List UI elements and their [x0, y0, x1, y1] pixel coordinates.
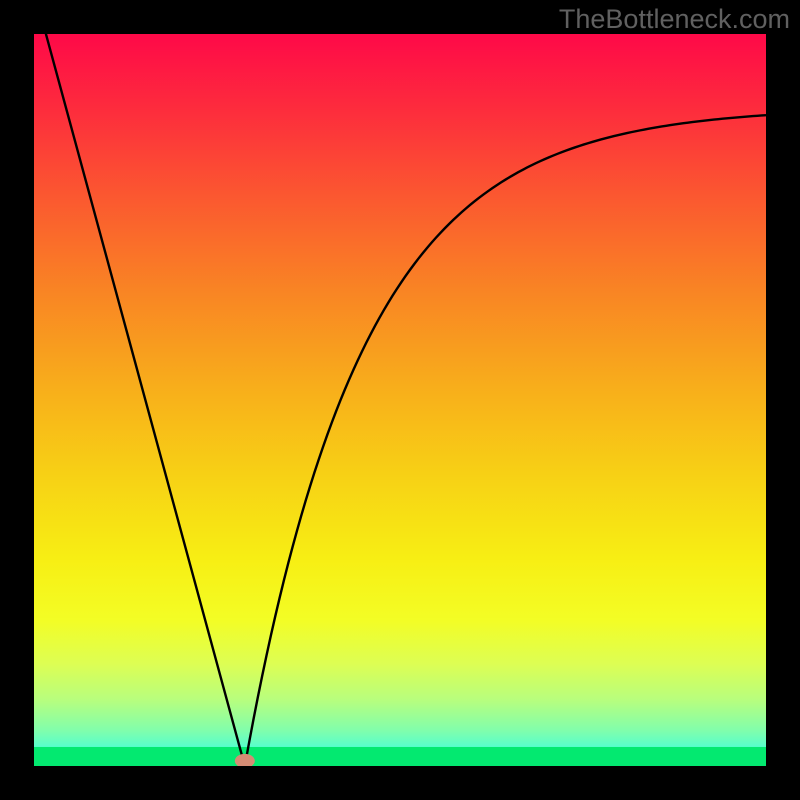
watermark-text: TheBottleneck.com [559, 4, 790, 35]
gradient-background [34, 34, 766, 766]
bottleneck-chart [34, 34, 766, 766]
optimal-band [34, 747, 766, 766]
